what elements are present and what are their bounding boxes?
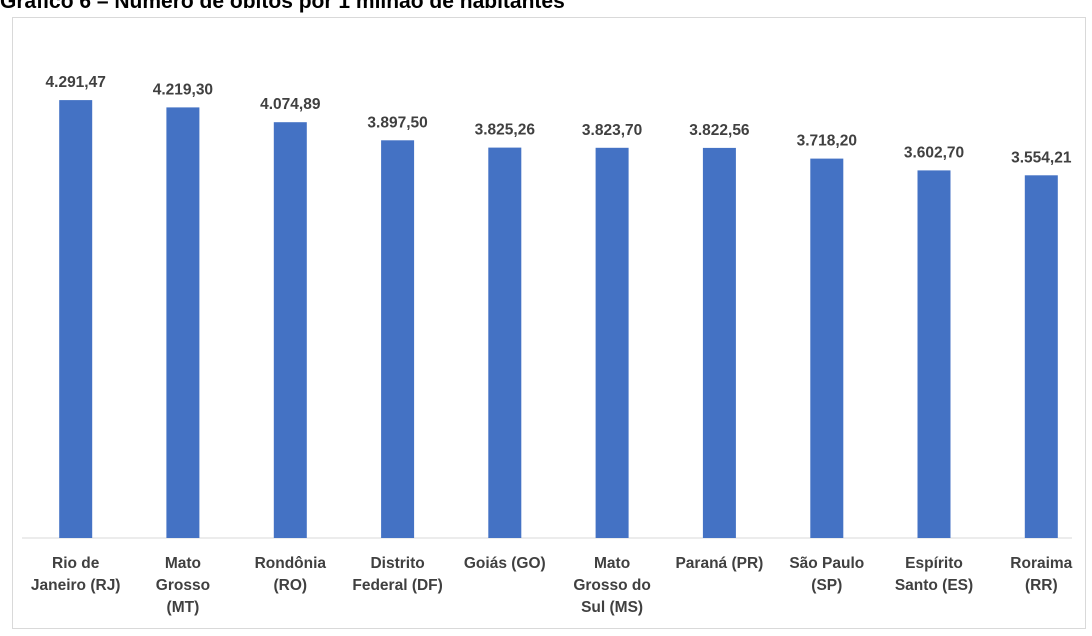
bar-6 <box>702 147 736 538</box>
bar-4 <box>488 147 522 538</box>
data-label-1: 4.219,30 <box>153 81 213 98</box>
data-label-7: 3.718,20 <box>797 133 857 150</box>
data-label-6: 3.822,56 <box>689 122 750 139</box>
bar-5 <box>595 147 629 539</box>
category-label-0: Rio de Janeiro (RJ) <box>31 555 121 594</box>
category-label-7: São Paulo (SP) <box>789 555 864 594</box>
bar-3 <box>381 140 415 539</box>
data-label-8: 3.602,70 <box>904 144 964 161</box>
category-label-9: Roraima (RR) <box>1010 555 1072 594</box>
category-label-2: Rondônia (RO) <box>255 555 327 594</box>
category-label-6: Paraná (PR) <box>675 555 763 572</box>
data-label-4: 3.825,26 <box>475 122 536 139</box>
bar-7 <box>810 158 844 538</box>
category-label-8: Espírito Santo (ES) <box>895 555 973 594</box>
category-label-5: Mato Grosso do Sul (MS) <box>573 555 651 616</box>
data-label-5: 3.823,70 <box>582 122 642 139</box>
bar-2 <box>273 122 307 538</box>
bar-1 <box>166 107 200 539</box>
data-label-2: 4.074,89 <box>260 96 321 113</box>
category-label-1: Mato Grosso (MT) <box>156 555 210 616</box>
bar-8 <box>917 170 951 538</box>
data-label-9: 3.554,21 <box>1011 149 1072 166</box>
category-label-3: Distrito Federal (DF) <box>352 555 442 594</box>
bar-9 <box>1024 175 1058 539</box>
category-label-4: Goiás (GO) <box>464 555 546 572</box>
chart-title: Gráfico 6 – Número de óbitos por 1 milhã… <box>0 0 565 13</box>
data-label-0: 4.291,47 <box>46 74 106 91</box>
bar-0 <box>59 100 93 538</box>
data-label-3: 3.897,50 <box>367 114 427 131</box>
